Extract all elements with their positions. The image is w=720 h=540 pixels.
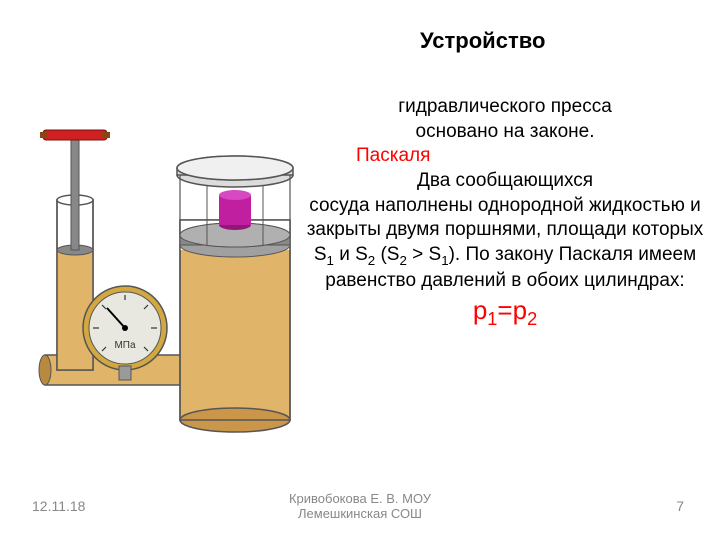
text-line: основано на законе. (416, 121, 595, 142)
pascal-name: Паскаля (300, 144, 710, 169)
subscript: 2 (399, 253, 406, 268)
subscript: 2 (527, 309, 537, 329)
hydraulic-press-diagram: МПа (5, 100, 305, 440)
subscript: 1 (441, 253, 448, 268)
text-line: гидравлического пресса (398, 96, 612, 117)
text-line: > S (407, 244, 441, 265)
footer-author: Кривобокова Е. В. МОУ Лемешкинская СОШ (0, 491, 720, 522)
body-text: гидравлического пресса основано на закон… (300, 95, 710, 332)
subscript: 1 (327, 253, 334, 268)
gauge-unit-label: МПа (114, 340, 136, 351)
page-title: Устройство (420, 28, 545, 54)
text-line: (S (375, 244, 399, 265)
formula: =p (497, 295, 527, 325)
subscript: 1 (487, 309, 497, 329)
footer-page-number: 7 (676, 498, 684, 514)
text-line: Два сообщающихся (417, 170, 593, 191)
formula: p (473, 295, 487, 325)
text-line: и S (334, 244, 368, 265)
